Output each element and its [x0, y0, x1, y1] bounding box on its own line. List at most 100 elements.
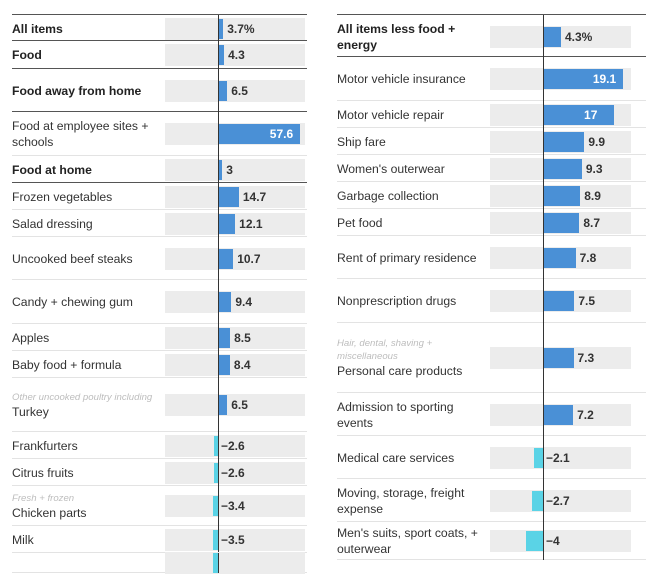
zero-axis	[218, 432, 219, 459]
row-label-text: Apples	[12, 331, 50, 345]
row-label-text: Nonprescription drugs	[337, 294, 457, 308]
bar	[543, 27, 561, 47]
bar	[218, 395, 228, 415]
zero-axis	[218, 459, 219, 486]
row-label: Women's outerwear	[337, 161, 485, 177]
row-label: Citrus fruits	[12, 465, 160, 481]
row-motor-vehicle-repair-2: Motor vehicle repair 17	[337, 101, 646, 128]
zero-axis	[218, 210, 219, 237]
row-label: Medical care services	[337, 450, 485, 466]
row-admission-to-sporting-events-10: Admission to sporting events 7.2	[337, 393, 646, 436]
zero-axis	[218, 112, 219, 156]
bar-track	[165, 291, 305, 313]
row-label-text: Salad dressing	[12, 217, 93, 231]
row-all-items-less-food-energy-0: All items less food + energy 4.3%	[337, 14, 646, 58]
row-label: Milk	[12, 532, 160, 548]
row-label: Frankfurters	[12, 438, 160, 454]
bar-value-label: 9.9	[588, 135, 606, 149]
row-label: Nonprescription drugs	[337, 293, 485, 309]
bar	[218, 292, 232, 312]
row-label: Food at employee sites + schools	[12, 118, 160, 150]
bar-track	[165, 327, 305, 349]
bar-value-label: 3	[226, 163, 233, 177]
zero-axis	[218, 183, 219, 210]
row-all-items-0: All items 3.7%	[12, 14, 307, 42]
row-label-text: All items	[12, 22, 63, 36]
row-label-text: Food at employee sites + schools	[12, 119, 149, 149]
row-label-text: Motor vehicle repair	[337, 108, 445, 122]
zero-axis	[218, 486, 219, 526]
row-men-s-suits-sport-coats-outerwear-13: Men's suits, sport coats, + outerwear −4	[337, 522, 646, 560]
row-motor-vehicle-insurance-1: Motor vehicle insurance 19.1	[337, 57, 646, 101]
bar-track	[165, 552, 305, 574]
zero-axis	[543, 479, 544, 522]
bar	[213, 530, 218, 550]
row-label: Pet food	[337, 215, 485, 231]
row-sublabel: Other uncooked poultry including	[12, 392, 153, 403]
bar	[218, 355, 230, 375]
bar	[218, 160, 223, 180]
row-candy-chewing-gum-8: Candy + chewing gum 9.4	[12, 280, 307, 324]
zero-axis	[543, 279, 544, 323]
bar	[218, 81, 228, 101]
row-label-text: Baby food + formula	[12, 358, 122, 372]
row-label: Motor vehicle insurance	[337, 71, 485, 87]
bar-value-label: 8.5	[234, 331, 251, 345]
row-ship-fare-3: Ship fare 9.9	[337, 128, 646, 155]
row-turkey-11: Other uncooked poultry including Turkey 6.…	[12, 378, 307, 432]
row-label: Fresh + frozen Chicken parts	[12, 492, 160, 521]
bar-track	[165, 462, 305, 484]
row-label: Uncooked beef steaks	[12, 251, 160, 267]
row-sublabel: Hair, dental, shaving + miscellaneous	[337, 338, 433, 362]
zero-axis	[543, 182, 544, 209]
row-nonprescription-drugs-8: Nonprescription drugs 7.5	[337, 279, 646, 323]
row-label-text: Frozen vegetables	[12, 190, 113, 204]
bar-value-label: 6.5	[231, 84, 248, 98]
row-frozen-vegetables-5: Frozen vegetables 14.7	[12, 183, 307, 210]
bar-value-label: 7.2	[577, 408, 594, 422]
row-label-text: Personal care products	[337, 364, 463, 378]
row-label: Moving, storage, freight expense	[337, 485, 485, 517]
bar-value-label: −2.7	[546, 494, 570, 508]
row-label: Food away from home	[12, 83, 160, 99]
row-label-text: Frankfurters	[12, 439, 78, 453]
row-row-16	[12, 552, 307, 574]
bar-track	[490, 530, 631, 552]
bar-value-label: 6.5	[231, 398, 248, 412]
zero-axis	[218, 280, 219, 324]
row-label: All items less food + energy	[337, 21, 485, 53]
zero-axis	[543, 393, 544, 436]
zero-axis	[543, 15, 544, 58]
bar-track	[490, 490, 631, 512]
bar	[218, 124, 300, 144]
zero-axis	[543, 522, 544, 560]
bar-value-label: 19.1	[592, 72, 617, 86]
row-sublabel: Fresh + frozen	[12, 493, 75, 504]
bar	[214, 463, 218, 483]
row-label-text: Motor vehicle insurance	[337, 72, 466, 86]
bar-value-label: 3.7%	[227, 22, 255, 36]
row-rent-of-primary-residence-7: Rent of primary residence 7.8	[337, 236, 646, 279]
bar-track	[165, 44, 305, 66]
bar	[218, 214, 236, 234]
bar	[218, 19, 224, 39]
zero-axis	[218, 324, 219, 351]
row-label: Baby food + formula	[12, 357, 160, 373]
bar	[543, 159, 582, 179]
bar	[218, 328, 231, 348]
bar	[526, 531, 543, 551]
bar-value-label: 7.5	[578, 294, 596, 308]
bar-track	[165, 159, 305, 181]
bar	[218, 187, 239, 207]
row-label-text: Uncooked beef steaks	[12, 252, 133, 266]
row-label-text: Admission to sporting events	[337, 400, 454, 430]
row-food-away-from-home-2: Food away from home 6.5	[12, 69, 307, 112]
row-label-text: Citrus fruits	[12, 466, 74, 480]
bar-value-label: 12.1	[239, 217, 263, 231]
zero-axis	[218, 378, 219, 432]
zero-axis	[218, 15, 219, 42]
zero-axis	[218, 237, 219, 280]
zero-axis	[218, 41, 219, 69]
bar	[543, 105, 615, 125]
row-label: Frozen vegetables	[12, 189, 160, 205]
